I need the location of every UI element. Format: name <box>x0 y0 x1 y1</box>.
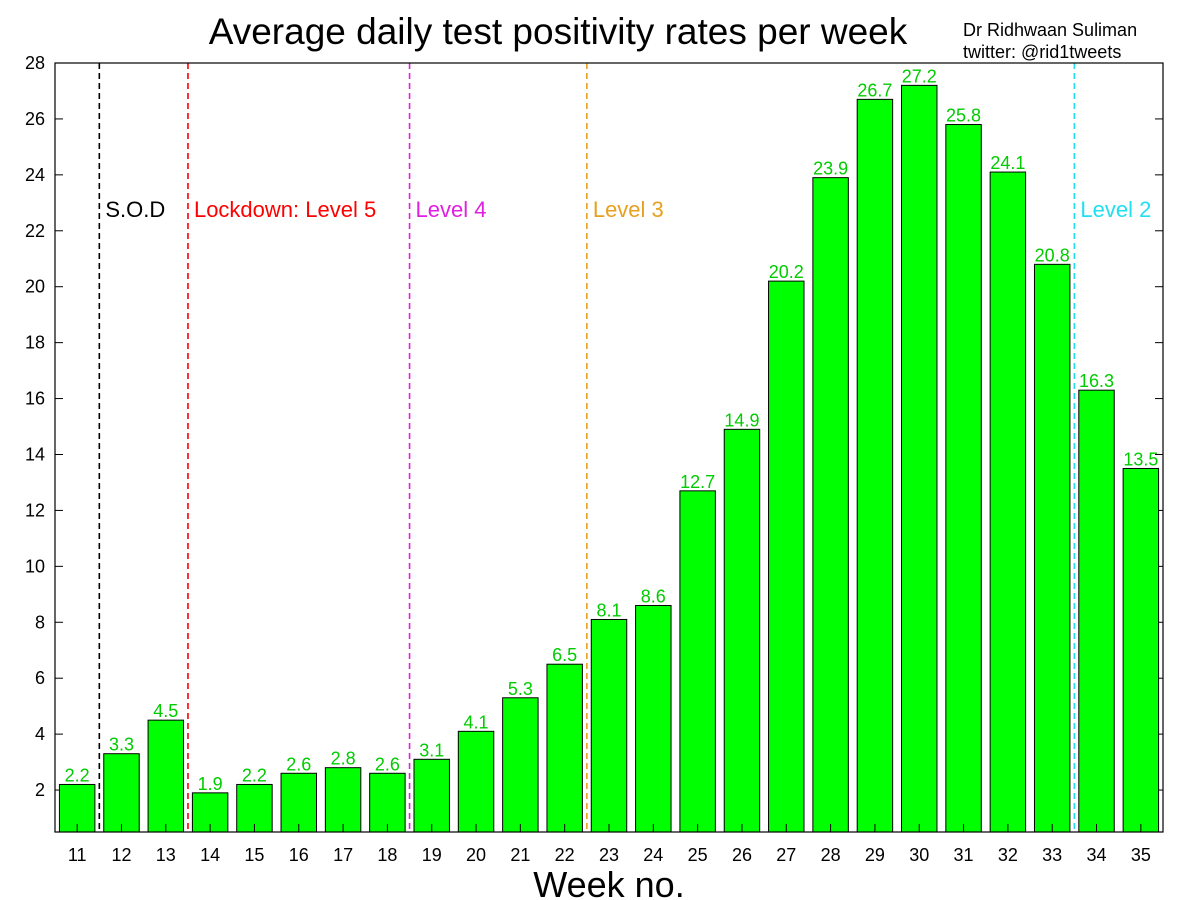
bar-week-23 <box>590 618 628 833</box>
bar-week-22 <box>546 663 583 833</box>
x-tick-label: 25 <box>688 845 708 865</box>
value-label: 3.3 <box>109 735 134 755</box>
bar-week-12 <box>103 753 140 833</box>
bar-week-17 <box>324 767 362 833</box>
x-tick-label: 22 <box>555 845 575 865</box>
bar-week-24 <box>635 604 672 833</box>
x-tick-label: 14 <box>200 845 220 865</box>
x-tick-label: 19 <box>422 845 442 865</box>
value-label: 1.9 <box>198 774 223 794</box>
x-axis-label: Week no. <box>533 864 684 900</box>
phase-label: Level 2 <box>1080 197 1151 222</box>
x-tick-label: 12 <box>111 845 131 865</box>
value-label: 6.5 <box>552 645 577 665</box>
value-label: 20.8 <box>1035 245 1070 265</box>
bar-week-33 <box>1033 263 1071 833</box>
bar-week-20 <box>457 730 495 833</box>
x-tick-label: 24 <box>643 845 663 865</box>
x-tick-label: 31 <box>954 845 974 865</box>
x-tick-label: 13 <box>156 845 176 865</box>
y-tick-label: 18 <box>25 333 45 353</box>
plot-frame <box>54 62 1164 833</box>
bar-week-13 <box>147 719 185 833</box>
x-tick-label: 28 <box>821 845 841 865</box>
x-tick-label: 35 <box>1131 845 1151 865</box>
value-label: 2.8 <box>331 749 356 769</box>
value-label: 2.6 <box>286 754 311 774</box>
phase-label: Lockdown: Level 5 <box>194 197 376 222</box>
bar-week-21 <box>502 697 539 833</box>
x-tick-label: 23 <box>599 845 619 865</box>
bar-week-29 <box>856 98 894 833</box>
value-label: 27.2 <box>902 66 937 86</box>
x-tick-label: 27 <box>776 845 796 865</box>
bar-week-25 <box>679 490 716 833</box>
x-tick-label: 11 <box>68 845 87 865</box>
y-tick-label: 22 <box>25 221 45 241</box>
y-tick-label: 6 <box>35 668 45 688</box>
value-label: 2.6 <box>375 754 400 774</box>
bar-week-34 <box>1078 389 1115 833</box>
x-tick-label: 33 <box>1042 845 1062 865</box>
value-label: 5.3 <box>508 679 533 699</box>
x-tick-label: 17 <box>333 845 353 865</box>
value-label: 3.1 <box>419 740 444 760</box>
value-label: 2.2 <box>242 765 267 785</box>
value-label: 25.8 <box>946 106 981 126</box>
x-tick-label: 26 <box>732 845 752 865</box>
y-tick-label: 28 <box>25 53 45 73</box>
x-tick-label: 30 <box>909 845 929 865</box>
bar-week-16 <box>280 772 317 833</box>
y-tick-label: 4 <box>35 724 45 744</box>
x-tick-label: 29 <box>865 845 885 865</box>
x-tick-label: 15 <box>244 845 264 865</box>
phase-label: Level 3 <box>593 197 664 222</box>
bar-week-30 <box>901 84 938 833</box>
value-label: 23.9 <box>813 159 848 179</box>
y-tick-label: 16 <box>25 389 45 409</box>
value-label: 8.1 <box>596 600 621 620</box>
chart-marks: 2468101214161820222426282.2113.3124.5131… <box>25 53 1163 865</box>
bar-week-27 <box>768 280 805 833</box>
y-tick-label: 8 <box>35 612 45 632</box>
phase-label: S.O.D <box>105 197 165 222</box>
value-label: 8.6 <box>641 586 666 606</box>
y-tick-label: 12 <box>25 500 45 520</box>
x-tick-label: 34 <box>1087 845 1107 865</box>
value-label: 14.9 <box>724 410 759 430</box>
value-label: 4.1 <box>464 712 489 732</box>
y-tick-label: 10 <box>25 556 45 576</box>
value-label: 26.7 <box>857 80 892 100</box>
x-tick-label: 16 <box>289 845 309 865</box>
y-tick-label: 2 <box>35 780 45 800</box>
value-label: 4.5 <box>153 701 178 721</box>
bar-week-31 <box>945 124 982 833</box>
y-tick-label: 26 <box>25 109 45 129</box>
bar-week-32 <box>989 171 1027 833</box>
bar-week-26 <box>723 428 761 833</box>
bar-week-18 <box>369 772 406 833</box>
credit-author: Dr Ridhwaan Suliman <box>963 20 1137 40</box>
value-label: 16.3 <box>1079 371 1114 391</box>
bar-week-19 <box>413 758 450 833</box>
y-tick-label: 20 <box>25 277 45 297</box>
bar-week-28 <box>812 177 849 833</box>
value-label: 24.1 <box>990 153 1025 173</box>
x-tick-label: 21 <box>510 845 530 865</box>
credit-twitter: twitter: @rid1tweets <box>963 42 1121 62</box>
value-label: 13.5 <box>1123 449 1158 469</box>
y-tick-label: 24 <box>25 165 45 185</box>
value-label: 12.7 <box>680 472 715 492</box>
x-tick-label: 32 <box>998 845 1018 865</box>
value-label: 2.2 <box>65 765 90 785</box>
chart-title: Average daily test positivity rates per … <box>209 11 908 52</box>
value-label: 20.2 <box>769 262 804 282</box>
phase-label: Level 4 <box>416 197 487 222</box>
x-tick-label: 18 <box>377 845 397 865</box>
y-tick-label: 14 <box>25 444 45 464</box>
bar-week-35 <box>1122 467 1160 833</box>
x-tick-label: 20 <box>466 845 486 865</box>
